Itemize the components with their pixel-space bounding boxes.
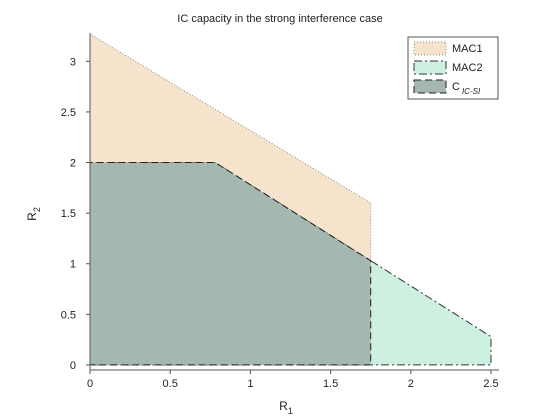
- x-axis-title: R1: [279, 399, 293, 416]
- legend: MAC1 MAC2 C IC-SI: [407, 36, 499, 100]
- y-axis-ticks: 0 0.5 1 1.5 2 2.5 3: [61, 56, 90, 372]
- x-tick-label: 1.5: [323, 378, 338, 390]
- x-axis-title-sub: 1: [288, 406, 293, 416]
- y-tick-label: 1: [70, 259, 76, 271]
- chart-title: IC capacity in the strong interference c…: [177, 13, 382, 25]
- y-tick-label: 2: [70, 158, 76, 170]
- axes: [89, 33, 499, 371]
- x-axis-ticks: 0 0.5 1 1.5 2 2.5: [87, 370, 499, 390]
- y-axis-title-sub: 2: [32, 207, 42, 212]
- y-tick-label: 0: [70, 360, 76, 372]
- legend-label: MAC1: [452, 43, 483, 55]
- legend-label: C IC-SI: [452, 81, 481, 96]
- x-tick-label: 2.5: [483, 378, 498, 390]
- y-tick-label: 2.5: [61, 107, 76, 119]
- y-tick-label: 3: [70, 56, 76, 68]
- y-axis-title: R2: [25, 207, 42, 221]
- x-tick-label: 0: [87, 378, 93, 390]
- legend-label: MAC2: [452, 62, 483, 74]
- legend-swatch: [413, 60, 447, 75]
- y-axis-title-main: R: [25, 212, 39, 221]
- region-fills: [89, 33, 492, 366]
- legend-swatch: [413, 79, 447, 94]
- legend-swatch: [413, 41, 447, 56]
- x-tick-label: 0.5: [163, 378, 178, 390]
- y-tick-label: 1.5: [61, 208, 76, 220]
- y-tick-label: 0.5: [61, 309, 76, 321]
- x-tick-label: 2: [408, 378, 414, 390]
- x-axis-title-main: R: [279, 399, 288, 413]
- x-tick-label: 1: [247, 378, 253, 390]
